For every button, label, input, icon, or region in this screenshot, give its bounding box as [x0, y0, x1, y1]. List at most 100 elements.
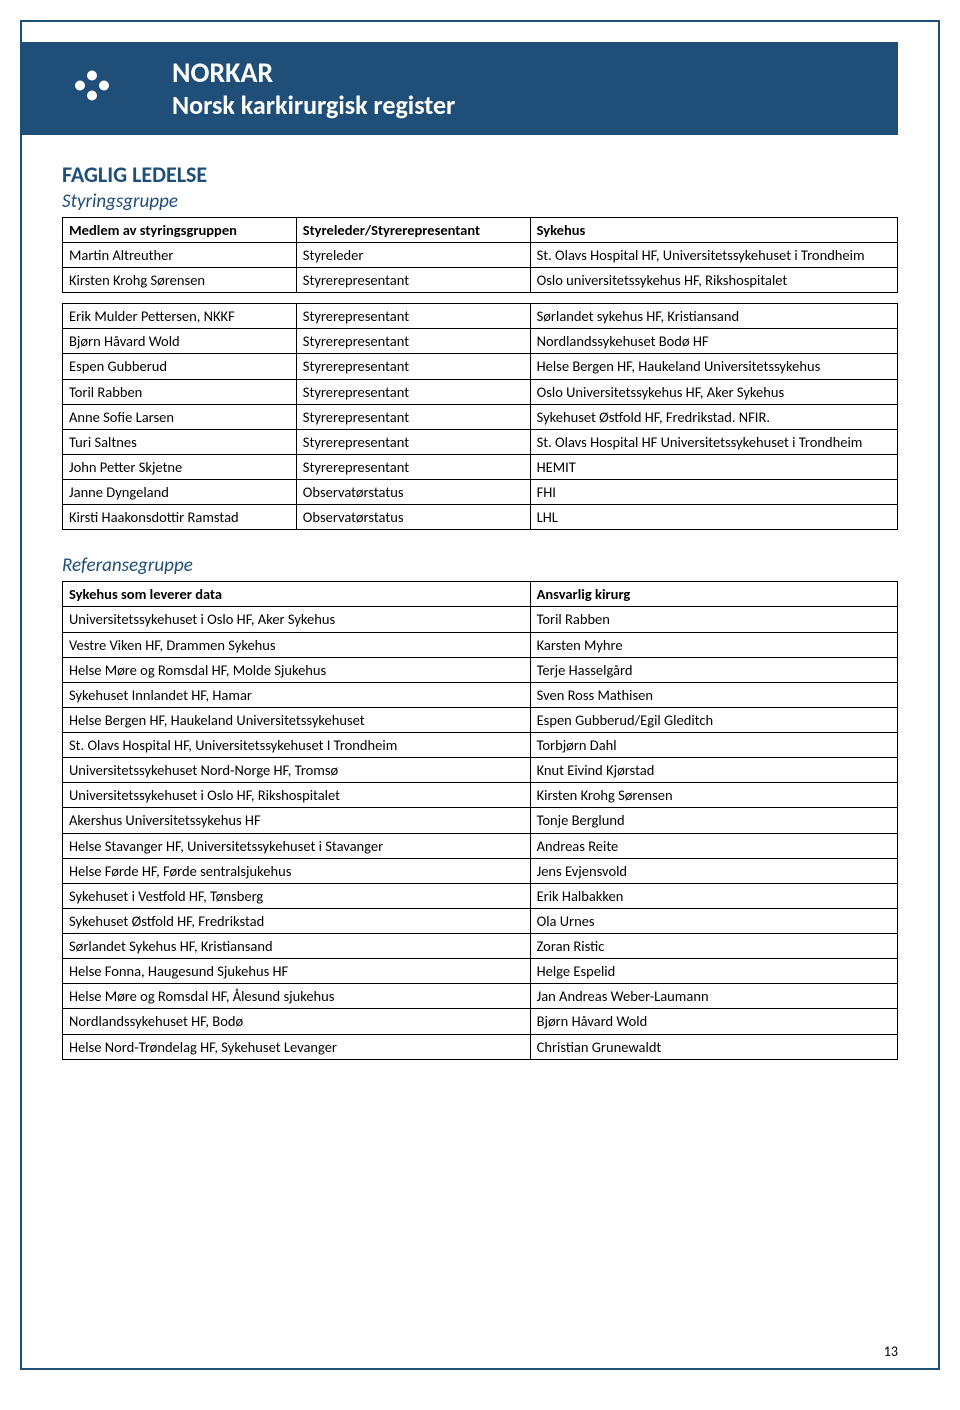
table-row: Vestre Viken HF, Drammen SykehusKarsten …: [63, 632, 898, 657]
table-row: St. Olavs Hospital HF, Universitetssykeh…: [63, 733, 898, 758]
cell-surgeon: Christian Grunewaldt: [530, 1034, 897, 1059]
cell-surgeon: Karsten Myhre: [530, 632, 897, 657]
table-row: Janne DyngelandObservatørstatusFHI: [63, 480, 898, 505]
table-row: Toril RabbenStyrerepresentantOslo Univer…: [63, 379, 898, 404]
cell-role: Styreleder: [296, 242, 530, 267]
cell-name: Anne Sofie Larsen: [63, 404, 297, 429]
cell-hospital: St. Olavs Hospital HF, Universitetssykeh…: [63, 733, 531, 758]
cell-surgeon: Jens Evjensvold: [530, 858, 897, 883]
steering-group-table-2: Erik Mulder Pettersen, NKKFStyrerepresen…: [62, 303, 898, 530]
cell-hospital: Helse Bergen HF, Haukeland Universitetss…: [530, 354, 897, 379]
cell-role: Styrerepresentant: [296, 404, 530, 429]
cell-name: Erik Mulder Pettersen, NKKF: [63, 304, 297, 329]
cell-surgeon: Espen Gubberud/Egil Gleditch: [530, 707, 897, 732]
steering-group-table: Medlem av styringsgruppen Styreleder/Sty…: [62, 217, 898, 293]
cell-hospital: LHL: [530, 505, 897, 530]
cell-name: Turi Saltnes: [63, 429, 297, 454]
cell-role: Styrerepresentant: [296, 329, 530, 354]
col-hospital: Sykehus: [530, 217, 897, 242]
cell-hospital: Sykehuset Østfold HF, Fredrikstad. NFIR.: [530, 404, 897, 429]
table-row: Erik Mulder Pettersen, NKKFStyrerepresen…: [63, 304, 898, 329]
table-header-row: Sykehus som leverer data Ansvarlig kirur…: [63, 582, 898, 607]
table-row: Helse Stavanger HF, Universitetssykehuse…: [63, 833, 898, 858]
cell-name: Martin Altreuther: [63, 242, 297, 267]
cell-hospital: Universitetssykehuset i Oslo HF, Aker Sy…: [63, 607, 531, 632]
cell-hospital: Sørlandet Sykehus HF, Kristiansand: [63, 934, 531, 959]
table-row: Helse Bergen HF, Haukeland Universitetss…: [63, 707, 898, 732]
cell-hospital: Akershus Universitetssykehus HF: [63, 808, 531, 833]
table-header-row: Medlem av styringsgruppen Styreleder/Sty…: [63, 217, 898, 242]
cell-surgeon: Tonje Berglund: [530, 808, 897, 833]
cell-role: Observatørstatus: [296, 505, 530, 530]
table-row: Sykehuset Østfold HF, FredrikstadOla Urn…: [63, 908, 898, 933]
cell-surgeon: Sven Ross Mathisen: [530, 682, 897, 707]
title-banner: NORKAR Norsk karkirurgisk register: [22, 42, 898, 135]
cell-role: Styrerepresentant: [296, 379, 530, 404]
table-row: Sykehuset i Vestfold HF, TønsbergErik Ha…: [63, 883, 898, 908]
steering-group-title: Styringsgruppe: [62, 190, 898, 213]
cell-hospital: Oslo Universitetssykehus HF, Aker Sykehu…: [530, 379, 897, 404]
cell-hospital: Sykehuset Innlandet HF, Hamar: [63, 682, 531, 707]
cell-role: Styrerepresentant: [296, 354, 530, 379]
cell-name: Bjørn Håvard Wold: [63, 329, 297, 354]
page-number: 13: [884, 1343, 898, 1360]
table-row: Helse Møre og Romsdal HF, Molde Sjukehus…: [63, 657, 898, 682]
cell-surgeon: Ola Urnes: [530, 908, 897, 933]
logo-dots-icon: [72, 66, 132, 111]
table-row: Kirsti Haakonsdottir RamstadObservatørst…: [63, 505, 898, 530]
page-content: FAGLIG LEDELSE Styringsgruppe Medlem av …: [22, 135, 938, 1100]
cell-hospital: Helse Førde HF, Førde sentralsjukehus: [63, 858, 531, 883]
cell-role: Observatørstatus: [296, 480, 530, 505]
cell-role: Styrerepresentant: [296, 268, 530, 293]
table-row: Bjørn Håvard WoldStyrerepresentantNordla…: [63, 329, 898, 354]
table-row: Akershus Universitetssykehus HFTonje Ber…: [63, 808, 898, 833]
cell-role: Styrerepresentant: [296, 429, 530, 454]
cell-hospital: Sykehuset i Vestfold HF, Tønsberg: [63, 883, 531, 908]
table-row: Espen GubberudStyrerepresentantHelse Ber…: [63, 354, 898, 379]
cell-name: Janne Dyngeland: [63, 480, 297, 505]
cell-surgeon: Erik Halbakken: [530, 883, 897, 908]
table-row: Nordlandssykehuset HF, BodøBjørn Håvard …: [63, 1009, 898, 1034]
cell-hospital: Helse Fonna, Haugesund Sjukehus HF: [63, 959, 531, 984]
cell-name: Espen Gubberud: [63, 354, 297, 379]
table-row: Helse Møre og Romsdal HF, Ålesund sjukeh…: [63, 984, 898, 1009]
cell-hospital: FHI: [530, 480, 897, 505]
cell-surgeon: Jan Andreas Weber-Laumann: [530, 984, 897, 1009]
col-hospital-data: Sykehus som leverer data: [63, 582, 531, 607]
cell-hospital: St. Olavs Hospital HF Universitetssykehu…: [530, 429, 897, 454]
cell-hospital: Nordlandssykehuset Bodø HF: [530, 329, 897, 354]
cell-hospital: Helse Møre og Romsdal HF, Ålesund sjukeh…: [63, 984, 531, 1009]
cell-name: Toril Rabben: [63, 379, 297, 404]
table-row: Helse Fonna, Haugesund Sjukehus HFHelge …: [63, 959, 898, 984]
cell-surgeon: Torbjørn Dahl: [530, 733, 897, 758]
table-row: Helse Nord-Trøndelag HF, Sykehuset Levan…: [63, 1034, 898, 1059]
cell-hospital: Helse Møre og Romsdal HF, Molde Sjukehus: [63, 657, 531, 682]
table-row: Universitetssykehuset i Oslo HF, Rikshos…: [63, 783, 898, 808]
cell-hospital: Universitetssykehuset Nord-Norge HF, Tro…: [63, 758, 531, 783]
table-row: Universitetssykehuset i Oslo HF, Aker Sy…: [63, 607, 898, 632]
cell-hospital: Universitetssykehuset i Oslo HF, Rikshos…: [63, 783, 531, 808]
cell-hospital: St. Olavs Hospital HF, Universitetssykeh…: [530, 242, 897, 267]
cell-hospital: HEMIT: [530, 454, 897, 479]
cell-hospital: Vestre Viken HF, Drammen Sykehus: [63, 632, 531, 657]
cell-surgeon: Terje Hasselgård: [530, 657, 897, 682]
table-row: Anne Sofie LarsenStyrerepresentantSykehu…: [63, 404, 898, 429]
table-row: Helse Førde HF, Førde sentralsjukehusJen…: [63, 858, 898, 883]
cell-hospital: Helse Bergen HF, Haukeland Universitetss…: [63, 707, 531, 732]
col-member: Medlem av styringsgruppen: [63, 217, 297, 242]
table-row: Sørlandet Sykehus HF, KristiansandZoran …: [63, 934, 898, 959]
cell-name: Kirsti Haakonsdottir Ramstad: [63, 505, 297, 530]
document-page: NORKAR Norsk karkirurgisk register FAGLI…: [20, 20, 940, 1370]
cell-role: Styrerepresentant: [296, 304, 530, 329]
cell-surgeon: Kirsten Krohg Sørensen: [530, 783, 897, 808]
cell-hospital: Sørlandet sykehus HF, Kristiansand: [530, 304, 897, 329]
table-row: Martin AltreutherStyrelederSt. Olavs Hos…: [63, 242, 898, 267]
banner-title: NORKAR: [172, 56, 878, 90]
cell-surgeon: Andreas Reite: [530, 833, 897, 858]
cell-surgeon: Knut Eivind Kjørstad: [530, 758, 897, 783]
banner-subtitle: Norsk karkirurgisk register: [172, 90, 878, 121]
cell-role: Styrerepresentant: [296, 454, 530, 479]
cell-surgeon: Helge Espelid: [530, 959, 897, 984]
section-title: FAGLIG LEDELSE: [62, 161, 898, 188]
cell-surgeon: Zoran Ristic: [530, 934, 897, 959]
